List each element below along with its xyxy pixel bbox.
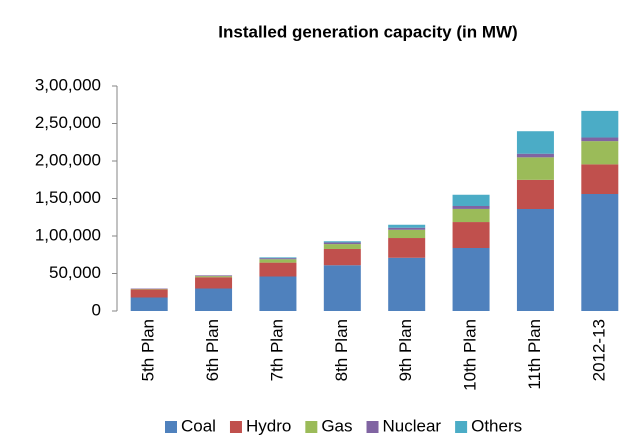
x-tick-label: 9th Plan [396, 319, 415, 381]
bar-segment [581, 194, 619, 311]
x-tick-label: 5th Plan [139, 319, 158, 381]
bar-segment [323, 248, 361, 266]
bar-segment [130, 289, 168, 298]
bar-segment [516, 209, 554, 311]
bar-segment [516, 153, 554, 158]
bar-segment [452, 222, 490, 248]
bar-segment [195, 275, 233, 277]
legend-label: Coal [181, 416, 216, 435]
legend-swatch [305, 421, 318, 433]
bar-segment [452, 194, 490, 206]
bar-segment [323, 242, 361, 245]
legend-swatch [229, 421, 242, 433]
bar-segment [259, 258, 297, 260]
x-tick-label: 8th Plan [332, 319, 351, 381]
y-tick-label: 3,00,000 [35, 75, 101, 94]
bar-segment [581, 141, 619, 165]
bar-segment [452, 208, 490, 223]
bar-segment [195, 277, 233, 289]
bar-segment [452, 206, 490, 209]
bar-segment [323, 241, 361, 243]
bar-segment [130, 297, 168, 311]
legend-label: Others [471, 416, 522, 435]
bar-segment [581, 164, 619, 194]
y-tick-label: 0 [92, 300, 101, 319]
bar-segment [516, 157, 554, 180]
bar-segment [323, 244, 361, 249]
legend-label: Gas [321, 416, 352, 435]
bar-segment [516, 131, 554, 154]
bar-segment [259, 262, 297, 277]
bar-segment [195, 276, 233, 278]
bar-segment [388, 238, 426, 258]
y-tick-label: 50,000 [49, 263, 101, 282]
x-tick-label: 11th Plan [525, 319, 544, 390]
bar-segment [452, 248, 490, 311]
x-tick-label: 10th Plan [461, 319, 480, 391]
legend-label: Hydro [246, 416, 291, 435]
y-tick-label: 1,50,000 [35, 188, 101, 207]
x-tick-label: 7th Plan [267, 319, 286, 381]
legend-label: Nuclear [383, 416, 442, 435]
y-tick-label: 2,00,000 [35, 150, 101, 169]
bar-segment [388, 224, 426, 228]
bar-segment [259, 259, 297, 263]
bar-segment [388, 257, 426, 311]
x-tick-label: 6th Plan [203, 319, 222, 381]
legend-swatch [165, 421, 177, 433]
legend-swatch [455, 421, 468, 433]
bar-segment [323, 265, 361, 311]
x-tick-label: 2012-13 [589, 319, 608, 381]
chart-title: Installed generation capacity (in MW) [218, 22, 517, 41]
bar-segment [581, 137, 619, 142]
y-tick-label: 1,00,000 [35, 225, 101, 244]
bar-segment [259, 276, 297, 311]
bar-segment [516, 179, 554, 209]
bar-segment [388, 229, 426, 239]
bar-segment [581, 110, 619, 138]
bar-segment [195, 288, 233, 311]
bar-segment [388, 227, 426, 230]
bar-segment [259, 257, 297, 259]
legend-swatch [366, 421, 379, 433]
y-tick-label: 2,50,000 [35, 113, 101, 132]
